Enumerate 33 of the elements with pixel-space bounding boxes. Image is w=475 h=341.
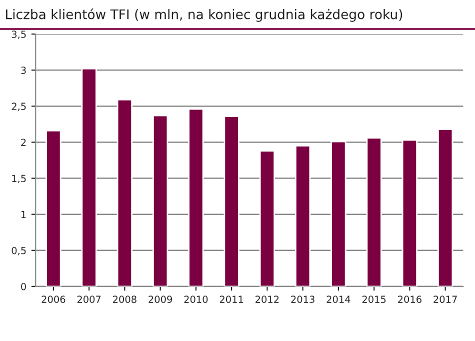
x-tick-label: 2010 [184, 296, 208, 303]
bar [366, 137, 382, 286]
bar [81, 68, 97, 286]
x-tick-label: 2017 [434, 296, 457, 303]
x-tick-label: 2016 [398, 296, 422, 303]
x-tick-label: 2011 [220, 296, 244, 303]
y-tick-label: 0,5 [12, 246, 26, 256]
x-tick-label: 2007 [77, 296, 101, 303]
y-tick-label: 1,5 [12, 174, 26, 184]
bar [437, 128, 454, 286]
y-tick-label: 2,5 [12, 102, 26, 112]
bar [116, 99, 133, 286]
bar [294, 145, 311, 286]
x-tick-label: 2009 [148, 296, 172, 303]
x-tick-label: 2014 [326, 296, 350, 303]
chart-title: Liczba klientów TFI (w mln, na koniec grudnia każdego roku) [6, 8, 402, 22]
x-tick-label: 2013 [291, 296, 314, 303]
bar [259, 150, 276, 286]
y-tick-label: 0 [21, 282, 26, 290]
bar [330, 140, 346, 286]
x-tick-label: 2012 [256, 296, 279, 303]
bar [402, 139, 418, 286]
bar [152, 114, 168, 286]
x-tick-label: 2006 [42, 296, 66, 303]
bar [188, 108, 204, 286]
bar [46, 130, 62, 286]
y-tick-label: 3 [21, 66, 26, 74]
bar [224, 116, 240, 286]
x-tick-label: 2015 [362, 296, 386, 303]
x-tick-label: 2008 [113, 296, 136, 303]
y-tick-label: 3,5 [12, 30, 26, 39]
y-tick-label: 2 [21, 138, 26, 146]
y-tick-label: 1 [21, 210, 26, 218]
